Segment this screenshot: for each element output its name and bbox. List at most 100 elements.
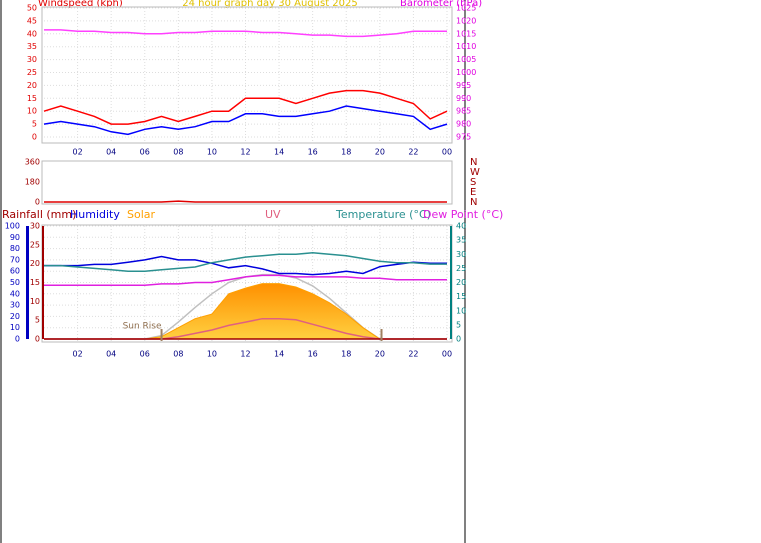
y2-tick-label: 1015 [456, 29, 476, 38]
y2-tick-label: 1005 [456, 55, 476, 64]
y-tick-label: 10 [10, 323, 20, 332]
legend-label: Dew Point (°C) [423, 208, 503, 221]
y3-tick-label: 0 [35, 335, 40, 344]
y-tick-label: 90 [10, 233, 20, 242]
y-tick-label: 80 [10, 244, 20, 253]
y2-tick-label: 1000 [456, 68, 476, 77]
line [44, 200, 447, 203]
annotation: Sun Rise [123, 322, 162, 332]
x-tick-label: 20 [375, 148, 385, 157]
line [44, 255, 447, 276]
y-tick-label: 20 [27, 81, 37, 90]
y2-tick-label: 5 [456, 320, 461, 329]
y-tick-label: 0 [35, 198, 40, 207]
x-tick-label: 16 [308, 148, 318, 157]
y3-axis-bar [42, 226, 44, 339]
y-tick-label: 40 [10, 289, 20, 298]
y3-tick-label: 25 [30, 240, 40, 249]
y2-tick-label: N [470, 157, 477, 168]
y2-tick-label: 985 [456, 107, 471, 116]
y2-axis-label: Barometer (hPa) [400, 0, 482, 9]
y2-tick-label: 30 [456, 250, 466, 259]
x-tick-label: 06 [140, 148, 150, 157]
y3-tick-label: 5 [35, 316, 40, 325]
x-tick-label: 08 [173, 350, 183, 359]
y3-tick-label: 15 [30, 278, 40, 287]
x-tick-label: 22 [408, 148, 418, 157]
legend-label: Rainfall (mm) [2, 208, 76, 221]
y-tick-label: 25 [27, 68, 37, 77]
y-tick-label: 180 [25, 178, 40, 187]
y-tick-label: 20 [10, 312, 20, 321]
y-tick-label: 35 [27, 42, 37, 51]
y2-tick-label: S [470, 177, 476, 188]
x-tick-label: 18 [341, 148, 351, 157]
x-tick-label: 16 [308, 350, 318, 359]
x-tick-label: 20 [375, 350, 385, 359]
y-tick-label: 10 [27, 107, 37, 116]
y2-tick-label: 20 [456, 278, 466, 287]
y2-tick-label: N [470, 197, 477, 208]
y-tick-label: 360 [25, 158, 40, 167]
y2-tick-label: 15 [456, 292, 466, 301]
y3-tick-label: 30 [30, 222, 40, 231]
x-tick-label: 08 [173, 148, 183, 157]
y3-tick-label: 10 [30, 297, 40, 306]
y-tick-label: 100 [5, 222, 20, 231]
y2-tick-label: 980 [456, 120, 471, 129]
area [44, 283, 447, 340]
y-tick-label: 0 [32, 133, 37, 142]
x-tick-label: 12 [240, 350, 250, 359]
x-tick-label: 02 [72, 350, 82, 359]
y-tick-label: 0 [15, 335, 20, 344]
y2-tick-label: 975 [456, 133, 471, 142]
plot-frame [41, 160, 453, 205]
plot-frame [41, 6, 453, 144]
y2-tick-label: 1025 [456, 4, 476, 13]
x-tick-label: 04 [106, 148, 116, 157]
chart-title: 24 hour graph day 30 August 2025 [182, 0, 358, 9]
y-tick-label: 60 [10, 267, 20, 276]
y2-tick-label: 35 [456, 236, 466, 245]
y-axis-label: Windspeed (kph) [38, 0, 123, 9]
y-tick-label: 50 [10, 278, 20, 287]
y2-tick-label: 995 [456, 81, 471, 90]
y2-axis-bar [450, 226, 452, 339]
y-tick-label: 45 [27, 16, 37, 25]
y-tick-label: 15 [27, 94, 37, 103]
y2-tick-label: 40 [456, 222, 466, 231]
x-tick-label: 00 [442, 148, 452, 157]
y3-tick-label: 20 [30, 259, 40, 268]
legend-label: UV [265, 208, 281, 221]
x-tick-label: 10 [207, 148, 217, 157]
x-tick-label: 06 [140, 350, 150, 359]
x-tick-label: 22 [408, 350, 418, 359]
y-tick-label: 50 [27, 4, 37, 13]
y-tick-label: 5 [32, 120, 37, 129]
x-tick-label: 10 [207, 350, 217, 359]
y2-tick-label: 25 [456, 264, 466, 273]
y-tick-label: 30 [27, 55, 37, 64]
line [43, 105, 448, 136]
y-tick-label: 70 [10, 255, 20, 264]
y2-tick-label: W [470, 167, 480, 178]
legend-label: Humidity [70, 208, 120, 221]
x-tick-label: 00 [442, 350, 452, 359]
line [43, 89, 448, 125]
line [44, 252, 447, 272]
y-axis-bar [26, 226, 29, 339]
x-tick-label: 14 [274, 350, 284, 359]
x-tick-label: 12 [240, 148, 250, 157]
x-tick-label: 02 [72, 148, 82, 157]
y2-tick-label: E [470, 187, 476, 198]
line [44, 274, 447, 287]
x-tick-label: 18 [341, 350, 351, 359]
legend-label: Solar [127, 208, 156, 221]
y2-tick-label: 1020 [456, 16, 476, 25]
legend-label: Temperature (°C) [335, 208, 431, 221]
x-tick-label: 14 [274, 148, 284, 157]
line [44, 29, 447, 38]
y2-tick-label: 10 [456, 306, 466, 315]
